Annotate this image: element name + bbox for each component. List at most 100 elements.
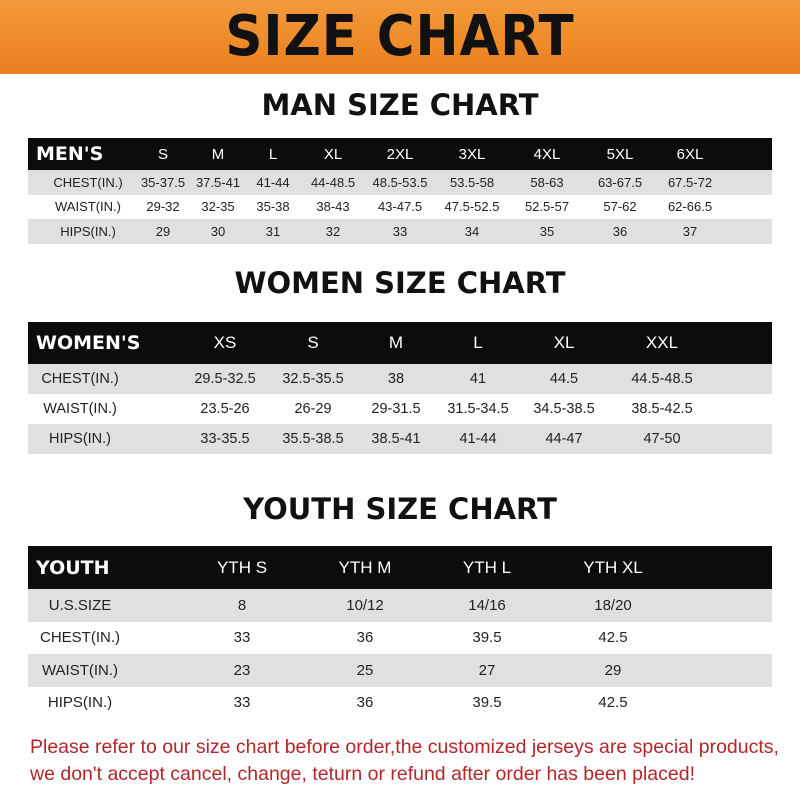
- table-cell: 8: [237, 596, 247, 614]
- table-cell: 37: [682, 223, 698, 239]
- table-cell: 33: [233, 629, 251, 647]
- size-header: L: [268, 145, 278, 163]
- table-cell: 32-35: [201, 199, 235, 215]
- table-row: WAIST(IN.) 23.5-26 26-29 29-31.5 31.5-34.5 34…: [28, 394, 772, 424]
- table-cell: 33: [233, 694, 251, 712]
- table-cell: 44.5-48.5: [631, 371, 693, 387]
- table-cell: 29: [155, 223, 171, 239]
- table-cell: 29-32: [146, 199, 180, 215]
- table-cell: 63-67.5: [597, 174, 643, 190]
- table-cell: 36: [612, 223, 628, 239]
- size-header: 6XL: [676, 145, 704, 163]
- table-cell: 38.5-42.5: [631, 401, 693, 417]
- order-notice-line-1: Please refer to our size chart before or…: [30, 736, 779, 758]
- table-cell: 41-44: [459, 431, 497, 447]
- table-cell: 26-29: [294, 401, 332, 417]
- table-header-row: WOMEN'S XS S M L XL XXL: [28, 322, 772, 364]
- size-header: XL: [553, 333, 575, 352]
- women-section-title: WOMEN SIZE CHART: [234, 266, 566, 300]
- table-cell: 47-50: [643, 431, 681, 447]
- table-row: CHEST(IN.) 35-37.5 37.5-41 41-44 44-48.5 48.5…: [28, 170, 772, 195]
- table-cell: 44.5: [549, 371, 579, 387]
- table-cell: 31: [265, 223, 281, 239]
- table-cell: 35: [539, 223, 555, 239]
- table-cell: 35-37.5: [140, 174, 186, 190]
- table-cell: 38.5-41: [371, 431, 421, 447]
- size-header: XXL: [645, 333, 679, 352]
- table-cell: 44-48.5: [310, 174, 356, 190]
- table-row: WAIST(IN.) 23 25 27 29: [28, 654, 772, 687]
- size-header: S: [307, 333, 319, 352]
- table-cell: 42.5: [598, 694, 628, 712]
- table-cell: 33: [392, 223, 408, 239]
- size-header: 3XL: [458, 145, 486, 163]
- table-cell: 32: [325, 223, 341, 239]
- table-cell: 14/16: [468, 596, 506, 614]
- row-label: U.S.SIZE: [48, 596, 112, 614]
- table-cell: 39.5: [472, 629, 502, 647]
- table-header-row: YOUTH YTH S YTH M YTH L YTH XL: [28, 546, 772, 589]
- table-row: HIPS(IN.) 29 30 31 32 33 34 35 36 37: [28, 219, 772, 244]
- table-row: CHEST(IN.) 29.5-32.5 32.5-35.5 38 41 44.5 44.5…: [28, 364, 772, 394]
- table-cell: 29.5-32.5: [194, 371, 256, 387]
- table-row: WAIST(IN.) 29-32 32-35 35-38 38-43 43-47.5 47.…: [28, 194, 772, 219]
- table-cell: 42.5: [598, 629, 628, 647]
- table-cell: 23.5-26: [200, 401, 250, 417]
- table-cell: 36: [356, 694, 374, 712]
- size-header: YTH M: [338, 557, 392, 577]
- size-header: XL: [323, 145, 343, 163]
- table-cell: 38-43: [316, 199, 350, 215]
- table-cell: 31.5-34.5: [447, 401, 509, 417]
- banner-title: SIZE CHART: [225, 4, 575, 69]
- table-cell: 27: [478, 661, 496, 679]
- table-cell: 34.5-38.5: [533, 401, 595, 417]
- table-cell: 44-47: [545, 431, 583, 447]
- row-label: WAIST(IN.): [41, 661, 119, 679]
- table-header-row: MEN'S S M L XL 2XL 3XL 4XL 5XL 6XL: [28, 138, 772, 170]
- table-cell: 62-66.5: [667, 199, 713, 215]
- table-row: HIPS(IN.) 33-35.5 35.5-38.5 38.5-41 41-44 44-…: [28, 424, 772, 454]
- row-label: HIPS(IN.): [60, 223, 116, 239]
- table-row: U.S.SIZE 8 10/12 14/16 18/20: [28, 589, 772, 622]
- table-cell: 10/12: [346, 596, 384, 614]
- size-header: 4XL: [533, 145, 561, 163]
- row-label: HIPS(IN.): [47, 694, 113, 712]
- table-cell: 67.5-72: [667, 174, 713, 190]
- row-label: WAIST(IN.): [55, 199, 121, 215]
- table-cell: 39.5: [472, 694, 502, 712]
- table-cell: 35.5-38.5: [282, 431, 344, 447]
- size-header: 5XL: [606, 145, 634, 163]
- youth-section-title: YOUTH SIZE CHART: [243, 492, 557, 526]
- banner: SIZE CHART: [0, 0, 800, 74]
- table-cell: 47.5-52.5: [444, 199, 500, 215]
- table-cell: 58-63: [530, 174, 564, 190]
- table-cell: 41-44: [256, 174, 290, 190]
- table-cell: 30: [210, 223, 226, 239]
- row-label: CHEST(IN.): [53, 174, 123, 190]
- row-label: HIPS(IN.): [48, 431, 112, 447]
- table-cell: 18/20: [594, 596, 632, 614]
- table-row: CHEST(IN.) 33 36 39.5 42.5: [28, 621, 772, 654]
- size-header: 2XL: [386, 145, 414, 163]
- row-label: WAIST(IN.): [43, 401, 117, 417]
- men-section-title: MAN SIZE CHART: [261, 88, 539, 122]
- table-cell: 36: [356, 629, 374, 647]
- table-cell: 35-38: [256, 199, 290, 215]
- table-cell: 25: [356, 661, 374, 679]
- size-header: S: [157, 145, 169, 163]
- size-header: YTH XL: [583, 557, 643, 577]
- table-cell: 37.5-41: [195, 174, 241, 190]
- size-header: M: [211, 145, 225, 163]
- table-cell: 57-62: [603, 199, 637, 215]
- size-header: M: [388, 333, 404, 352]
- table-cell: 33-35.5: [200, 431, 250, 447]
- size-header: YTH S: [216, 557, 268, 577]
- order-notice-line-2: we don't accept cancel, change, teturn o…: [30, 763, 695, 785]
- header-label: YOUTH: [36, 556, 110, 579]
- table-cell: 43-47.5: [377, 199, 423, 215]
- table-cell: 53.5-58: [449, 174, 495, 190]
- order-notice: Please refer to our size chart before or…: [30, 734, 790, 788]
- table-cell: 29: [604, 661, 622, 679]
- table-cell: 38: [387, 371, 405, 387]
- table-cell: 32.5-35.5: [282, 371, 344, 387]
